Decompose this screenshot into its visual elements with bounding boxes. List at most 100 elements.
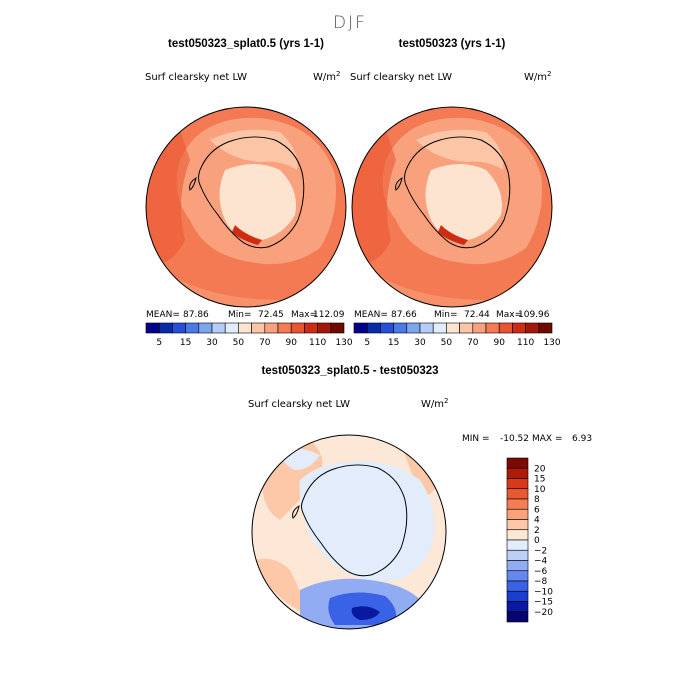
colorbar-swatch [506, 580, 529, 592]
units-label: W/m2 [313, 70, 340, 83]
panel-control: test050323 (yrs 1-1) Surf clearsky net L… [350, 38, 561, 348]
variable-label: Surf clearsky net LW [248, 399, 350, 410]
colorbar-tick-label: 110 [517, 338, 534, 348]
colorbar-swatch [506, 488, 529, 500]
panel-title: test050323_splat0.5 (yrs 1-1) [168, 38, 324, 50]
colorbar-tick-label: 5 [364, 338, 370, 348]
stat-min-label: MIN = [462, 434, 490, 444]
colorbar-swatch [506, 467, 529, 479]
coastline [292, 464, 408, 577]
colorbar-swatch [406, 322, 421, 334]
colorbar-tick-label: −6 [534, 567, 548, 577]
colorbar-swatch [512, 322, 526, 334]
colorbar-swatch [485, 322, 500, 334]
colorbar-swatch [498, 322, 513, 334]
colorbar-swatch [506, 457, 529, 469]
colorbar-swatch [538, 322, 553, 334]
colorbar-swatch [172, 322, 186, 334]
colorbar-tick-label: −2 [534, 546, 547, 556]
colorbar-tick-label: 70 [259, 338, 271, 348]
polar-map [352, 107, 552, 307]
map-border [351, 106, 553, 308]
stat-min-label: Min= [228, 310, 252, 320]
colorbar-swatch [459, 322, 474, 334]
variable-label: Surf clearsky net LW [145, 72, 247, 83]
variable-label: Surf clearsky net LW [350, 72, 452, 83]
coastline [189, 136, 305, 249]
colorbar-tick-label: −15 [534, 598, 553, 608]
colorbar-swatch [380, 322, 394, 334]
colorbar-tick-label: −20 [534, 608, 553, 618]
colorbar-swatch [506, 508, 529, 520]
colorbar-swatch [198, 322, 213, 334]
colorbar-tick-label: 5 [156, 338, 162, 348]
figure-title: DJF [333, 13, 367, 33]
colorbar-tick-label: 0 [534, 536, 540, 546]
colorbar-swatch [432, 322, 447, 334]
colorbar-tick-label: 10 [534, 485, 546, 495]
colorbar-tick-label: 15 [388, 338, 399, 348]
stat-min-label: Min= [434, 310, 458, 320]
stat-min-value: 72.44 [464, 310, 490, 320]
stat-max-value: 112.09 [313, 310, 345, 320]
panel-title: test050323 (yrs 1-1) [399, 38, 506, 50]
colorbar-swatch [277, 322, 292, 334]
colorbar [145, 322, 345, 334]
colorbar-swatch [366, 322, 381, 334]
colorbar-swatch [506, 590, 529, 602]
colorbar-tick-label: 2 [534, 526, 540, 536]
colorbar-tick-label: 20 [534, 464, 546, 474]
colorbar-swatch [393, 322, 408, 334]
colorbar-tick-label: −8 [534, 577, 548, 587]
colorbar-swatch [506, 498, 529, 510]
map-border [251, 434, 447, 630]
stat-min-value: -10.52 [500, 434, 529, 444]
panel-model: test050323_splat0.5 (yrs 1-1) Surf clear… [145, 38, 353, 348]
colorbar-tick-label: −4 [534, 557, 548, 567]
stat-max-label: Max= [496, 310, 522, 320]
colorbar-swatch [506, 560, 529, 572]
map-field-region [255, 558, 310, 615]
stat-mean-value: 87.86 [183, 310, 209, 320]
stat-mean-label: MEAN= [146, 310, 180, 320]
colorbar-ticks: 5 15 30 50 70 90 110 130 [156, 338, 353, 348]
colorbar-swatch [525, 322, 540, 334]
polar-map [252, 435, 446, 629]
colorbar-tick-label: 90 [285, 338, 297, 348]
colorbar-tick-label: 50 [441, 338, 453, 348]
colorbar-swatch [330, 322, 345, 334]
colorbar-swatch [506, 549, 529, 561]
colorbar-swatch [506, 529, 529, 541]
colorbar-swatch [290, 322, 305, 334]
colorbar-swatch [224, 322, 239, 334]
colorbar-swatch [419, 322, 434, 334]
units-label: W/m2 [524, 70, 551, 83]
stat-max-value: 6.93 [572, 434, 592, 444]
colorbar-swatch [251, 322, 266, 334]
colorbar-tick-label: 15 [180, 338, 191, 348]
map-border [145, 106, 347, 308]
map-field-region [351, 606, 380, 620]
colorbar-swatch [506, 601, 529, 613]
map-field-region [232, 225, 262, 245]
colorbar [353, 322, 553, 334]
colorbar-tick-label: −10 [534, 587, 553, 597]
colorbar-swatch [353, 322, 368, 334]
map-field-region [299, 461, 435, 581]
map-field-region [425, 164, 502, 241]
colorbar-tick-label: 70 [467, 338, 479, 348]
colorbar-swatch [446, 322, 460, 334]
map-field-region [438, 225, 468, 245]
colorbar-tick-label: 6 [534, 505, 540, 515]
stat-max-value: 109.96 [518, 310, 550, 320]
colorbar-swatch [145, 322, 160, 334]
units-label: W/m2 [421, 397, 448, 410]
colorbar-tick-label: 110 [309, 338, 326, 348]
colorbar-tick-label: 30 [206, 338, 218, 348]
polar-map [146, 107, 346, 307]
colorbar-swatch [238, 322, 252, 334]
panel-title: test050323_splat0.5 - test050323 [261, 365, 438, 377]
colorbar-tick-label: 50 [233, 338, 245, 348]
stat-mean-label: MEAN= [354, 310, 388, 320]
